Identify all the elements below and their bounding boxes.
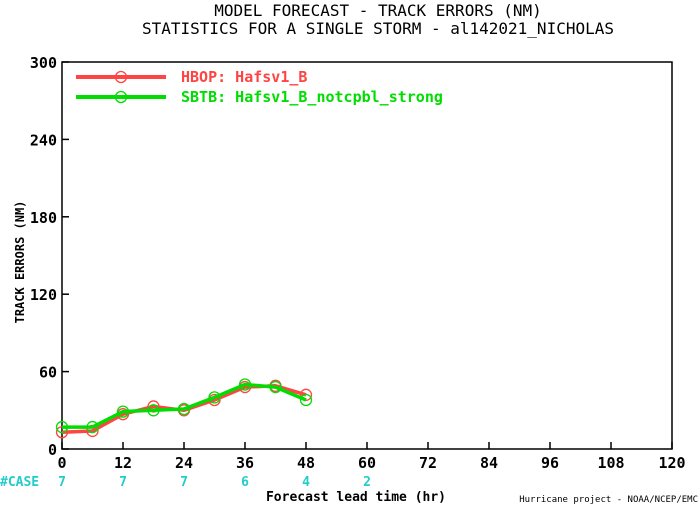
y-tick-label: 0 bbox=[48, 441, 57, 459]
x-tick-label: 0 bbox=[57, 454, 66, 472]
y-tick-label: 60 bbox=[39, 364, 57, 382]
case-count: 4 bbox=[302, 475, 310, 490]
chart-title: MODEL FORECAST - TRACK ERRORS (NM) bbox=[214, 1, 542, 20]
legend: HBOP: Hafsv1_B SBTB: Hafsv1_B_notcpbl_str… bbox=[76, 68, 443, 106]
case-label: #CASE bbox=[0, 475, 39, 490]
series-2-point bbox=[55, 420, 69, 434]
series-2-point bbox=[208, 391, 221, 404]
x-tick-label: 48 bbox=[297, 454, 315, 472]
x-tick-label: 36 bbox=[236, 454, 254, 472]
x-axis-label: Forecast lead time (hr) bbox=[266, 490, 446, 505]
series-2-point bbox=[238, 378, 252, 391]
x-tick-label: 24 bbox=[175, 454, 193, 472]
credit-text: Hurricane project - NOAA/NCEP/EMC bbox=[519, 495, 698, 505]
case-count: 7 bbox=[119, 475, 127, 490]
x-tick-label: 120 bbox=[658, 454, 685, 472]
series-1-point bbox=[299, 388, 313, 401]
series-2-point bbox=[86, 420, 99, 434]
x-tick-label: 60 bbox=[358, 454, 376, 472]
legend-swatch-marker bbox=[114, 70, 128, 84]
series-line-2 bbox=[62, 382, 307, 429]
y-tick-label: 120 bbox=[30, 286, 57, 304]
x-tick-label: 12 bbox=[114, 454, 132, 472]
plot-frame bbox=[61, 61, 673, 450]
series-2-point bbox=[116, 405, 130, 418]
axis-ticks: 0 12 24 36 48 60 72 84 96 108 120 0 60 120 180 240 300 bbox=[30, 54, 686, 472]
y-tick-label: 300 bbox=[30, 54, 57, 72]
case-count: 7 bbox=[58, 475, 66, 490]
legend-swatch-marker bbox=[114, 90, 128, 104]
legend-entry: SBTB: Hafsv1_B_notcpbl_strong bbox=[181, 88, 443, 106]
legend-entry: HBOP: Hafsv1_B bbox=[181, 68, 307, 86]
series-layer bbox=[55, 378, 313, 439]
case-count: 7 bbox=[180, 475, 188, 490]
y-axis-label: TRACK ERRORS (NM) bbox=[13, 201, 27, 324]
x-tick-label: 84 bbox=[480, 454, 498, 472]
x-tick-label: 108 bbox=[597, 454, 624, 472]
case-count: 2 bbox=[363, 475, 371, 490]
y-tick-label: 180 bbox=[30, 209, 57, 227]
series-2-point bbox=[299, 393, 313, 407]
series-2-point bbox=[269, 380, 282, 394]
series-2-point bbox=[177, 402, 191, 416]
chart-subtitle: STATISTICS FOR A SINGLE STORM - al142021… bbox=[142, 19, 614, 38]
y-tick-label: 240 bbox=[30, 131, 57, 149]
x-tick-label: 96 bbox=[541, 454, 559, 472]
x-tick-label: 72 bbox=[419, 454, 437, 472]
case-counts: 7 7 7 6 4 2 bbox=[58, 475, 371, 490]
series-2-point bbox=[147, 404, 160, 417]
case-count: 6 bbox=[241, 475, 249, 490]
